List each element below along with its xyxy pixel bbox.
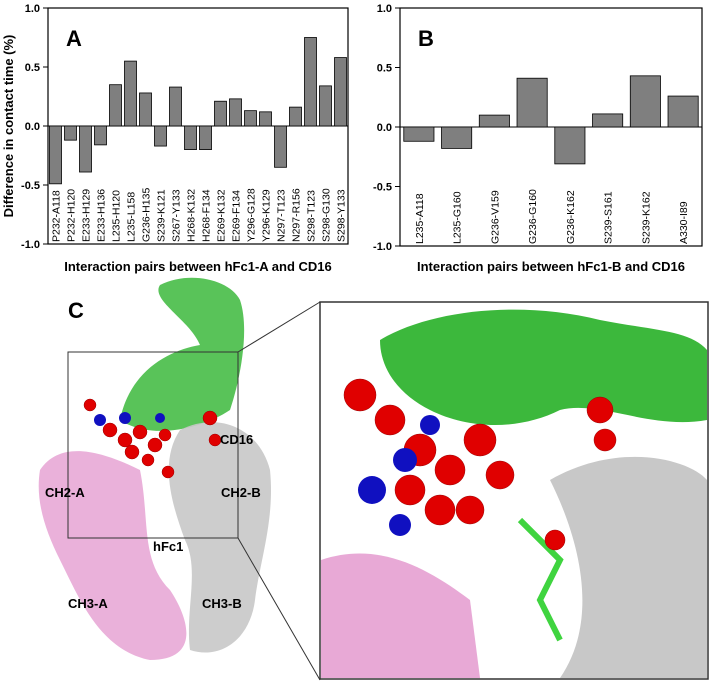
bar	[214, 100, 227, 127]
plot-frame	[399, 7, 703, 247]
x-tick-label: Y296-K129	[261, 189, 273, 242]
x-tick-label: S298-G130	[321, 188, 333, 242]
bar	[49, 125, 62, 185]
bar	[259, 111, 272, 127]
bar	[274, 125, 287, 168]
x-tick-label: Y296-G128	[246, 188, 258, 242]
x-tick-label: E233-H136	[96, 189, 108, 242]
x-tick-label: S239-K121	[156, 189, 168, 242]
x-tick-label: S298-Y133	[336, 189, 348, 242]
bar	[64, 125, 77, 141]
x-tick-label: P232-A118	[51, 190, 63, 242]
structure-annotation: CH2-A	[45, 485, 85, 500]
bar	[109, 84, 122, 127]
bar	[124, 60, 137, 127]
x-tick-label: H268-F134	[201, 189, 213, 242]
y-tick-label: 1.0	[377, 3, 392, 15]
bar	[334, 57, 347, 127]
bar	[304, 37, 317, 127]
y-tick-label: -0.5	[21, 180, 40, 192]
x-axis-title: Interaction pairs between hFc1-A and CD1…	[64, 259, 332, 274]
bar	[154, 125, 167, 147]
x-tick-label: L235-H120	[111, 190, 123, 242]
x-tick-label: S239-K162	[640, 191, 652, 244]
x-tick-label: E233-H129	[81, 189, 93, 242]
y-tick-label: -1.0	[373, 241, 392, 253]
structure-annotation: CD16	[220, 432, 253, 447]
y-tick-label: 1.0	[25, 3, 40, 15]
y-tick-label: -0.5	[373, 182, 392, 194]
structure-annotation: CH2-B	[221, 485, 261, 500]
x-tick-label: E269-F134	[231, 190, 243, 242]
x-tick-label: S298-T123	[306, 190, 318, 242]
bar	[516, 77, 548, 128]
x-tick-label: A330-I89	[678, 201, 690, 244]
bar	[199, 125, 212, 151]
panel-label: A	[66, 26, 82, 51]
x-tick-label: L235-G160	[452, 191, 464, 244]
plot-frame	[47, 7, 349, 245]
structure-image: C	[38, 277, 709, 681]
x-tick-label: E269-K132	[216, 189, 228, 242]
x-tick-label: G236-V159	[489, 190, 501, 244]
bar	[94, 125, 107, 146]
bar	[319, 85, 332, 127]
panel-label: B	[418, 26, 434, 51]
structure-annotation: hFc1	[153, 539, 183, 554]
y-tick-label: 0.0	[377, 122, 392, 134]
y-tick-label: 0.5	[25, 62, 40, 74]
x-tick-label: P232-H120	[66, 189, 78, 242]
x-tick-label: L235-L158	[126, 192, 138, 242]
bar	[229, 98, 242, 127]
y-tick-label: 0.0	[25, 121, 40, 133]
y-axis-title: Difference in contact time (%)	[1, 35, 16, 218]
structure-annotation: CH3-A	[68, 596, 108, 611]
x-tick-label: G236-G160	[527, 189, 539, 244]
bar	[441, 126, 473, 149]
x-tick-label: H268-K132	[186, 189, 198, 242]
y-tick-label: -1.0	[21, 239, 40, 251]
bar	[79, 125, 92, 173]
x-tick-label: S239-S161	[603, 191, 615, 244]
bar	[184, 125, 197, 151]
x-tick-label: S267-Y133	[171, 189, 183, 242]
x-tick-label: N297-R156	[291, 188, 303, 242]
bar	[554, 126, 586, 165]
bar	[667, 95, 699, 128]
structure-annotation: CH3-B	[202, 596, 242, 611]
bar	[139, 92, 152, 127]
x-axis-title: Interaction pairs between hFc1-B and CD1…	[417, 259, 685, 274]
x-tick-label: G236-H135	[141, 188, 153, 242]
bar	[592, 113, 624, 128]
bar	[478, 114, 510, 128]
bar	[169, 86, 182, 127]
bar	[629, 75, 661, 128]
x-tick-label: G236-K162	[565, 190, 577, 244]
bar	[289, 106, 302, 127]
x-tick-label: N297-T123	[276, 189, 288, 242]
x-tick-label: L235-A118	[414, 193, 426, 244]
bar	[244, 110, 257, 127]
y-tick-label: 0.5	[377, 63, 392, 75]
panel-label: C	[68, 298, 84, 323]
bar	[403, 126, 435, 142]
